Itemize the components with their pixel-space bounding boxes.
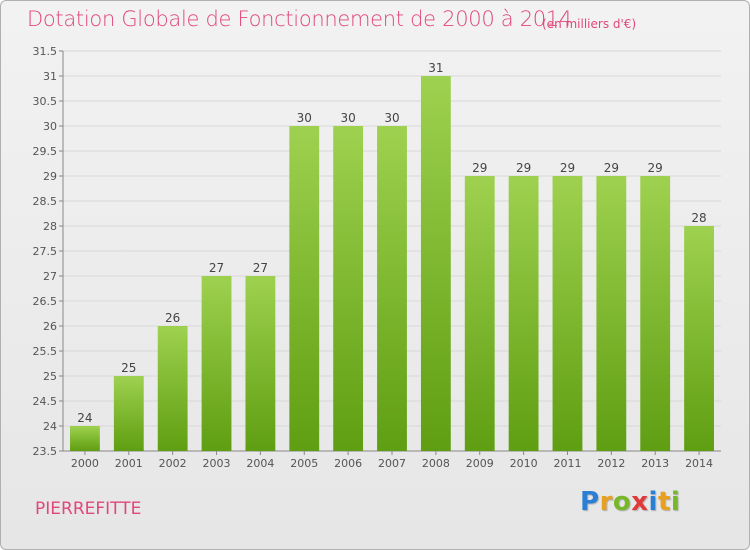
- x-tick-label-2006: 2006: [334, 457, 362, 470]
- y-tick-label: 30: [43, 120, 57, 133]
- data-label-2001: 25: [121, 361, 136, 375]
- bar-2003: [201, 276, 232, 451]
- data-label-2009: 29: [472, 161, 487, 175]
- x-tick-label-2010: 2010: [510, 457, 538, 470]
- y-tick-label: 27.5: [33, 245, 58, 258]
- x-tick-label-2011: 2011: [553, 457, 581, 470]
- y-tick-label: 31.5: [33, 45, 58, 58]
- chart-unit: (en milliers d'€): [542, 17, 637, 31]
- data-label-2006: 30: [340, 111, 355, 125]
- data-label-2013: 29: [648, 161, 663, 175]
- data-label-2002: 26: [165, 311, 180, 325]
- y-tick-label: 29.5: [33, 145, 58, 158]
- data-label-2004: 27: [253, 261, 268, 275]
- x-tick-label-2012: 2012: [597, 457, 625, 470]
- x-tick-label-2007: 2007: [378, 457, 406, 470]
- x-tick-label-2004: 2004: [246, 457, 274, 470]
- bar-2000: [70, 426, 100, 451]
- logo-letter: P: [580, 487, 600, 517]
- x-tick-label-2013: 2013: [641, 457, 669, 470]
- bar-2004: [245, 276, 276, 451]
- y-tick-label: 31: [43, 70, 57, 83]
- y-tick-label: 26.5: [33, 295, 58, 308]
- bar-2012: [596, 176, 627, 451]
- logo-letter: x: [631, 487, 649, 517]
- chart-title: Dotation Globale de Fonctionnement de 20…: [27, 7, 572, 31]
- bar-2005: [289, 126, 320, 451]
- x-tick-label-2014: 2014: [685, 457, 713, 470]
- bar-2009: [464, 176, 495, 451]
- bar-2008: [420, 76, 451, 451]
- y-tick-label: 24: [43, 420, 57, 433]
- data-label-2012: 29: [604, 161, 619, 175]
- bar-2011: [552, 176, 583, 451]
- logo-letter: o: [612, 487, 632, 517]
- y-tick-label: 25.5: [33, 345, 58, 358]
- logo-letter: i: [648, 487, 658, 517]
- proxiti-logo: Proxiti: [580, 487, 680, 517]
- bar-2010: [508, 176, 539, 451]
- logo-letter: i: [670, 487, 681, 517]
- data-label-2000: 24: [77, 411, 92, 425]
- y-tick-label: 28: [43, 220, 57, 233]
- y-tick-label: 25: [43, 370, 57, 383]
- y-tick-label: 29: [43, 170, 57, 183]
- x-tick-label-2000: 2000: [71, 457, 99, 470]
- x-tick-label-2008: 2008: [422, 457, 450, 470]
- logo-letter: t: [657, 487, 671, 517]
- data-label-2010: 29: [516, 161, 531, 175]
- x-tick-label-2009: 2009: [466, 457, 494, 470]
- commune-name: PIERREFITTE: [35, 499, 142, 519]
- bar-2006: [333, 126, 364, 451]
- bar-2014: [684, 226, 714, 451]
- data-label-2011: 29: [560, 161, 575, 175]
- x-tick-label-2001: 2001: [115, 457, 143, 470]
- y-tick-label: 30.5: [33, 95, 58, 108]
- bar-2007: [377, 126, 407, 451]
- x-tick-label-2003: 2003: [203, 457, 231, 470]
- bar-2001: [113, 376, 144, 451]
- data-label-2003: 27: [209, 261, 224, 275]
- y-tick-label: 28.5: [33, 195, 58, 208]
- bar-2013: [640, 176, 671, 451]
- x-tick-label-2005: 2005: [290, 457, 318, 470]
- data-label-2005: 30: [297, 111, 312, 125]
- y-tick-label: 24.5: [33, 395, 58, 408]
- y-tick-label: 26: [43, 320, 57, 333]
- x-tick-label-2002: 2002: [159, 457, 187, 470]
- data-label-2014: 28: [691, 211, 706, 225]
- bar-2002: [157, 326, 188, 451]
- y-tick-label: 23.5: [33, 445, 58, 458]
- y-tick-label: 27: [43, 270, 57, 283]
- logo-letter: r: [599, 487, 613, 517]
- data-label-2008: 31: [428, 61, 443, 75]
- data-label-2007: 30: [384, 111, 399, 125]
